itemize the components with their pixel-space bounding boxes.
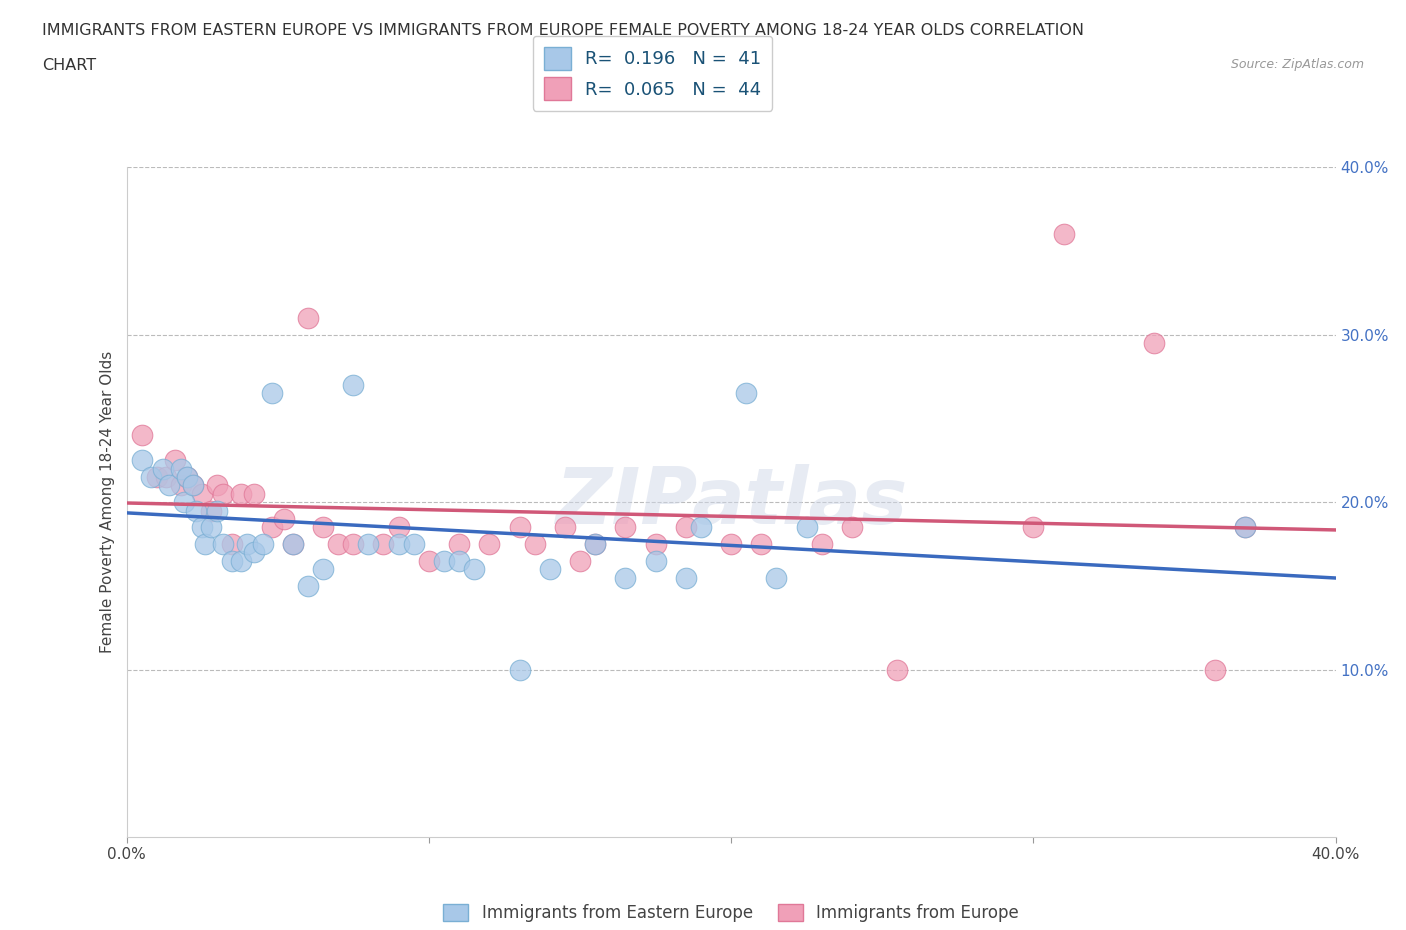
Point (281, 537, 304, 551)
Point (373, 537, 395, 551)
Point (765, 570, 787, 585)
Text: ZIPatlas: ZIPatlas (555, 464, 907, 540)
Point (191, 520, 214, 535)
Point (152, 461, 174, 476)
Point (402, 537, 425, 551)
Point (1022, 520, 1045, 535)
Point (509, 520, 531, 535)
Text: IMMIGRANTS FROM EASTERN EUROPE VS IMMIGRANTS FROM EUROPE FEMALE POVERTY AMONG 18: IMMIGRANTS FROM EASTERN EUROPE VS IMMIGR… (42, 23, 1084, 38)
Point (312, 562, 335, 577)
Point (388, 537, 411, 551)
Point (212, 537, 235, 551)
Point (242, 545, 264, 560)
Point (236, 537, 259, 551)
Point (509, 662, 531, 677)
Point (735, 386, 758, 401)
Point (312, 520, 335, 535)
Point (644, 553, 666, 568)
Point (297, 311, 319, 325)
Point (242, 486, 264, 501)
Point (260, 520, 283, 535)
Point (170, 478, 193, 493)
Point (1234, 520, 1257, 535)
Point (1234, 520, 1257, 535)
Point (231, 553, 253, 568)
Point (212, 486, 235, 501)
Point (252, 537, 274, 551)
Point (181, 478, 204, 493)
Point (583, 537, 606, 551)
Point (170, 461, 193, 476)
Point (157, 478, 180, 493)
Point (751, 537, 773, 551)
Point (131, 428, 153, 443)
Point (447, 537, 470, 551)
Point (388, 520, 411, 535)
Point (221, 537, 243, 551)
Point (418, 553, 440, 568)
Point (538, 562, 561, 577)
Point (139, 470, 162, 485)
Point (689, 520, 711, 535)
Point (357, 537, 380, 551)
Point (200, 503, 222, 518)
Point (191, 486, 214, 501)
Point (146, 470, 169, 485)
Point (478, 537, 501, 551)
Point (176, 470, 198, 485)
Point (614, 520, 637, 535)
Point (297, 578, 319, 593)
Point (841, 520, 863, 535)
Point (447, 553, 470, 568)
Point (1204, 662, 1226, 677)
Point (155, 470, 177, 485)
Point (463, 562, 485, 577)
Point (675, 520, 697, 535)
Point (273, 512, 295, 526)
Point (810, 537, 832, 551)
Point (260, 386, 283, 401)
Point (886, 662, 908, 677)
Point (326, 537, 350, 551)
Point (1143, 336, 1166, 351)
Point (184, 503, 207, 518)
Point (231, 486, 253, 501)
Point (205, 478, 228, 493)
Point (173, 495, 195, 510)
Point (181, 478, 204, 493)
Point (568, 553, 592, 568)
Text: CHART: CHART (42, 58, 96, 73)
Point (131, 453, 153, 468)
Point (342, 378, 364, 392)
Legend: Immigrants from Eastern Europe, Immigrants from Europe: Immigrants from Eastern Europe, Immigran… (437, 897, 1025, 929)
Y-axis label: Female Poverty Among 18-24 Year Olds: Female Poverty Among 18-24 Year Olds (100, 352, 115, 654)
Point (614, 570, 637, 585)
Point (583, 537, 606, 551)
Point (1053, 227, 1076, 242)
Point (200, 520, 222, 535)
Point (554, 520, 576, 535)
Point (720, 537, 742, 551)
Point (205, 503, 228, 518)
Point (176, 470, 198, 485)
Point (281, 537, 304, 551)
Point (163, 453, 186, 468)
Point (796, 520, 818, 535)
Point (523, 537, 546, 551)
Point (194, 537, 217, 551)
Point (644, 537, 666, 551)
Point (221, 553, 243, 568)
Text: Source: ZipAtlas.com: Source: ZipAtlas.com (1230, 58, 1364, 71)
Point (433, 553, 456, 568)
Point (342, 537, 364, 551)
Point (675, 570, 697, 585)
